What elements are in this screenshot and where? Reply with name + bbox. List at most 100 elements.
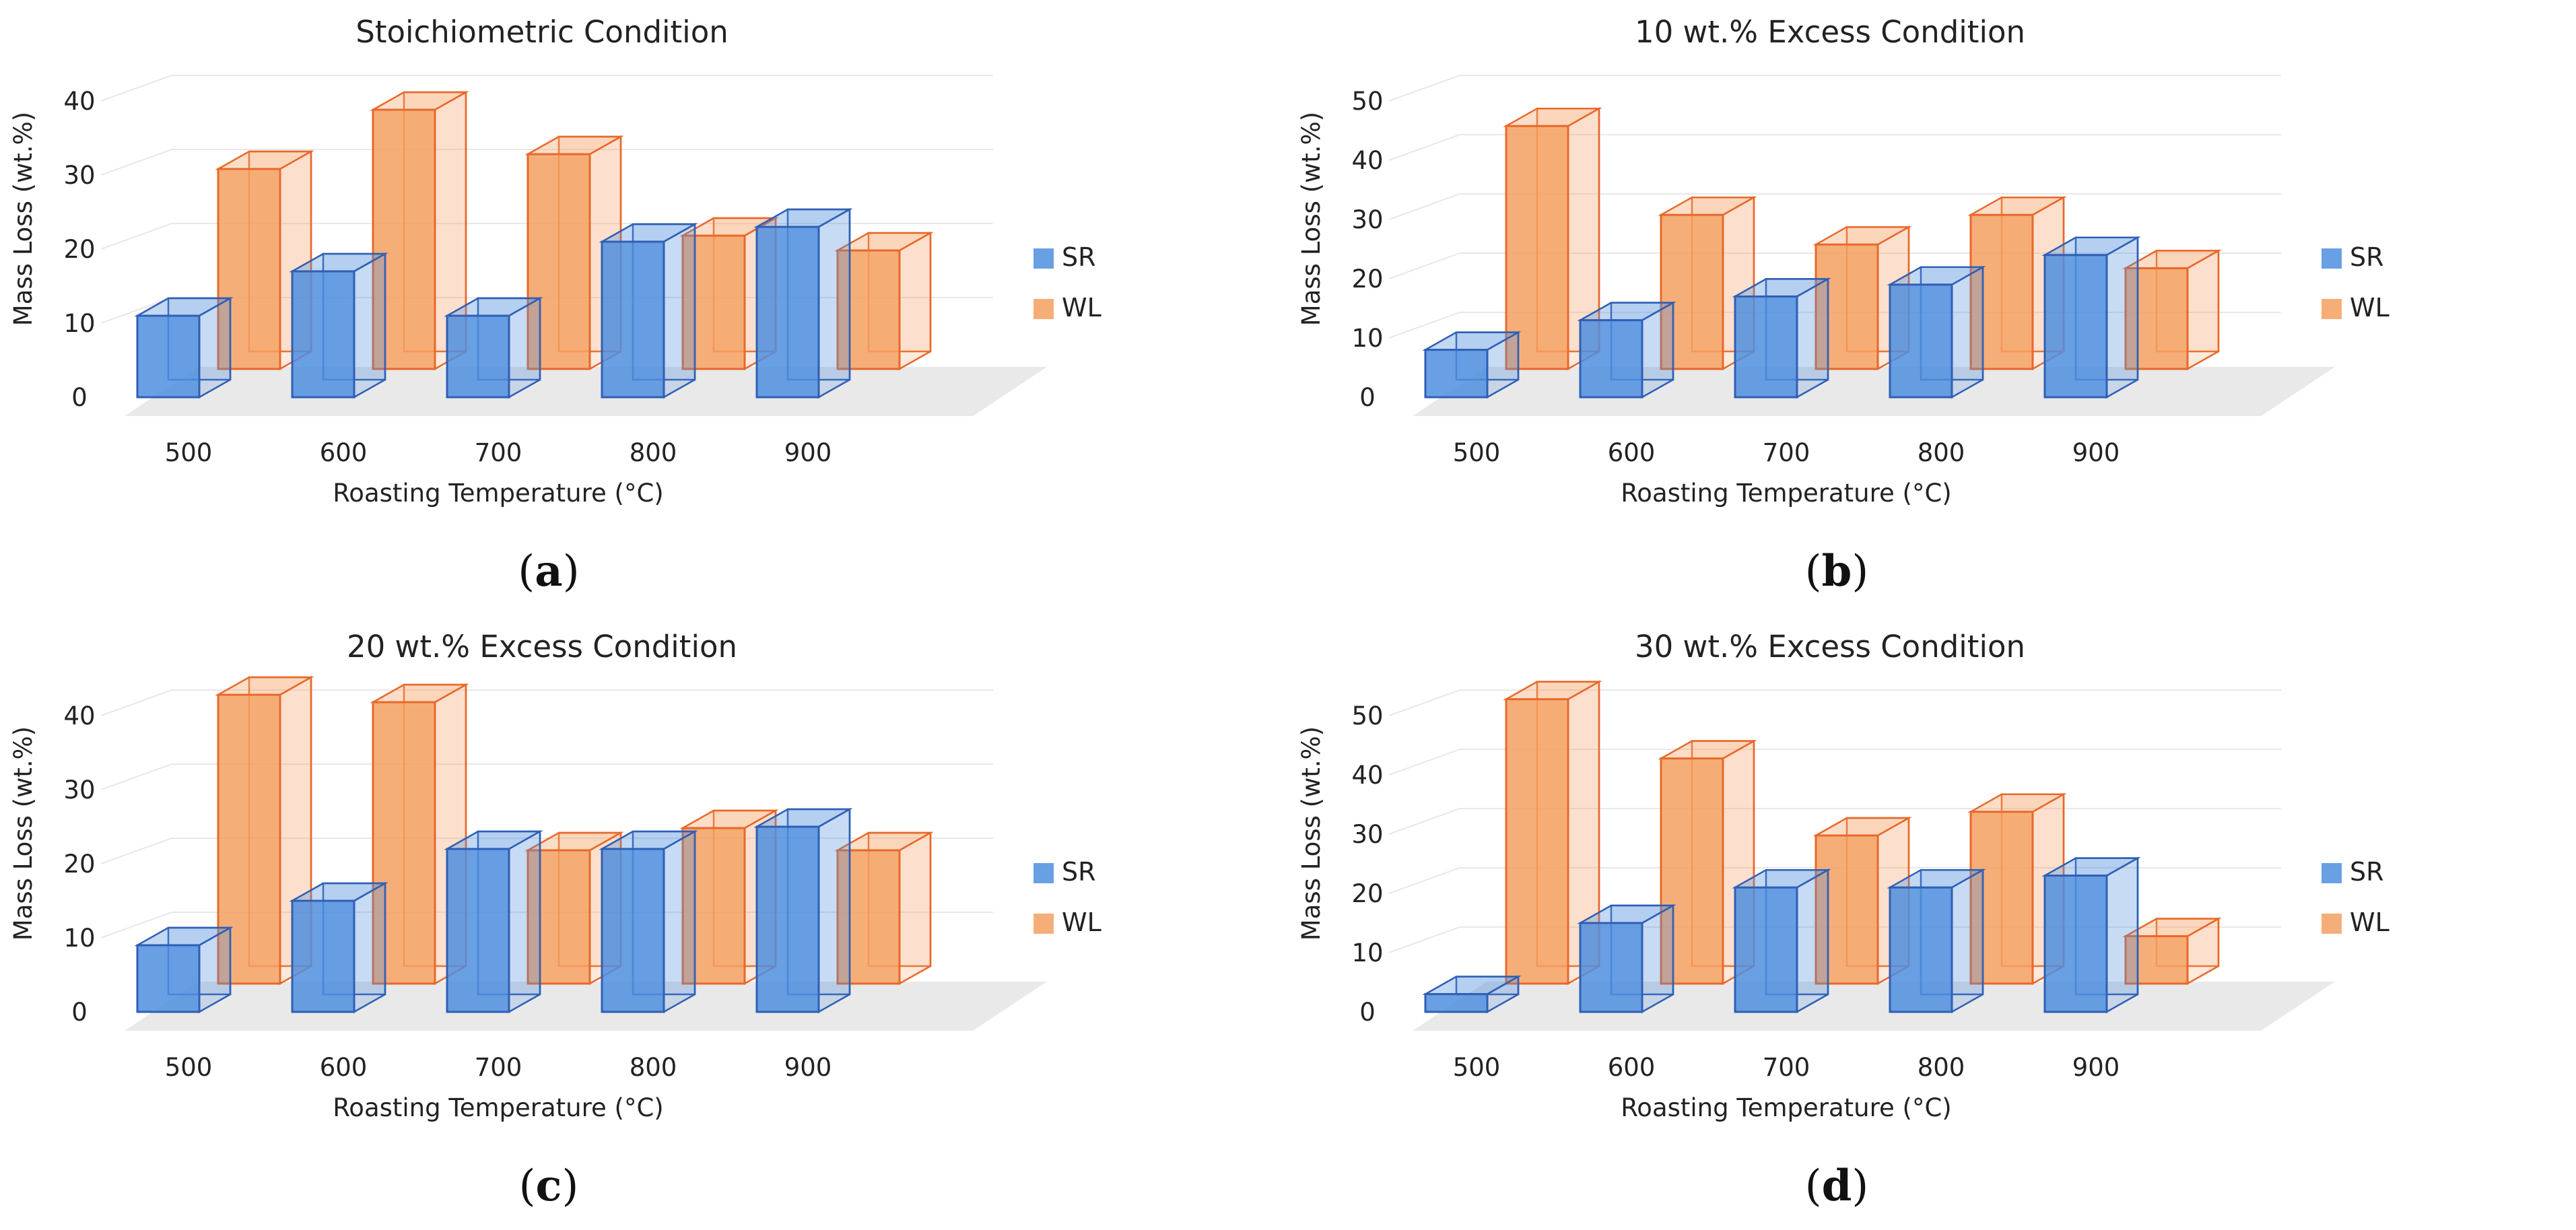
x-tick-label: 900 (784, 438, 832, 467)
bar-wl-700 (527, 153, 591, 370)
bar-sr-600 (291, 270, 355, 399)
x-tick-label: 900 (2072, 1053, 2120, 1082)
bar-group-sr (444, 829, 543, 1014)
gridline (1388, 689, 2281, 716)
y-tick-label: 0 (1359, 998, 1376, 1027)
legend-label-sr: SR (2350, 857, 2384, 887)
chart-title: 10 wt.% Excess Condition (1635, 14, 2025, 50)
x-tick-label: 700 (1763, 438, 1810, 467)
bar-group-sr (753, 807, 853, 1014)
chart-floor (1413, 367, 2335, 416)
x-tick-label: 500 (1453, 1053, 1501, 1082)
bar-group-sr (1887, 265, 1986, 399)
y-tick-label: 30 (63, 776, 95, 805)
y-tick-label: 20 (63, 850, 95, 879)
bar-wl-600 (372, 108, 436, 370)
x-axis-label: Roasting Temperature (°C) (1621, 479, 1951, 508)
legend-label-wl: WL (2350, 908, 2389, 937)
y-axis-label: Mass Loss (wt.%) (9, 726, 38, 941)
bar-group-sr (1577, 903, 1676, 1014)
y-tick-label: 20 (63, 235, 95, 264)
bar-group-sr (289, 881, 388, 1014)
chart-title: 20 wt.% Excess Condition (347, 629, 737, 664)
bar-wl-800 (681, 234, 746, 370)
bar-sr-700 (1734, 886, 1798, 1013)
legend-label-sr: SR (1062, 242, 1096, 272)
bar-sr-800 (601, 240, 665, 399)
bar-sr-600 (1579, 319, 1643, 399)
chart-c-svg: 20 wt.% Excess Condition 0 10 20 30 40 Mass Lo… (9, 629, 1101, 1211)
bar-wl-700 (527, 849, 591, 985)
bar-group-wl (1658, 196, 1757, 371)
chart-floor (125, 982, 1047, 1031)
gridline (1388, 749, 2281, 776)
y-tick-label: 0 (71, 998, 88, 1027)
bar-wl-700 (1815, 243, 1879, 370)
y-axis-label: Mass Loss (wt.%) (1297, 112, 1326, 326)
x-tick-label: 900 (784, 1053, 832, 1082)
x-tick-label: 500 (1453, 438, 1501, 467)
y-tick-label: 40 (1351, 761, 1383, 790)
y-tick-label: 0 (71, 383, 88, 412)
gridline (100, 689, 993, 716)
bar-group-wl (2122, 917, 2222, 986)
y-tick-label: 50 (1351, 702, 1383, 730)
x-axis-label: Roasting Temperature (°C) (333, 479, 663, 508)
bar-sr-700 (446, 848, 510, 1013)
x-tick-label: 600 (320, 1053, 368, 1082)
x-tick-label: 800 (630, 1053, 677, 1082)
chart-floor (1413, 982, 2335, 1031)
bar-wl-600 (1660, 757, 1724, 985)
chart-panel-d: 30 wt.% Excess Condition 0 10 20 30 40 50 Mass … (1288, 615, 2576, 1229)
bar-group-sr (753, 207, 853, 399)
chart-floor (125, 367, 1047, 416)
y-axis-label: Mass Loss (wt.%) (9, 112, 38, 326)
bar-group-sr (289, 252, 388, 399)
bar-wl-900 (2124, 267, 2189, 370)
y-tick-label: 20 (1351, 879, 1383, 908)
legend-label-sr: SR (2350, 242, 2384, 272)
gridline (100, 75, 993, 102)
y-tick-label: 50 (1351, 87, 1383, 116)
bar-group-sr (1887, 868, 1986, 1014)
x-tick-label: 800 (630, 438, 677, 467)
legend-swatch-wl (1033, 299, 1054, 319)
x-tick-label: 600 (320, 438, 368, 467)
y-tick-label: 40 (63, 87, 95, 116)
bar-group-sr (1422, 975, 1522, 1014)
y-tick-label: 10 (63, 924, 95, 953)
bar-group-wl (215, 675, 314, 986)
bar-group-wl (1503, 107, 1602, 371)
bar-group-sr (444, 296, 543, 399)
bar-group-sr (1732, 868, 1831, 1014)
legend-swatch-sr (2321, 863, 2342, 883)
y-tick-label: 20 (1351, 265, 1383, 294)
y-axis-label: Mass Loss (wt.%) (1297, 726, 1326, 941)
gridline (1388, 134, 2281, 161)
bar-sr-900 (755, 226, 820, 399)
bar-group-sr (1732, 277, 1831, 399)
bar-wl-700 (1815, 834, 1879, 985)
bar-sr-900 (755, 825, 820, 1013)
bar-sr-600 (1579, 922, 1643, 1013)
x-tick-label: 800 (1918, 438, 1965, 467)
bar-group-sr (2041, 856, 2141, 1014)
x-tick-label: 600 (1608, 438, 1656, 467)
bar-wl-800 (681, 827, 746, 985)
x-tick-label: 600 (1608, 1053, 1656, 1082)
chart-panel-b: 10 wt.% Excess Condition 0 10 20 30 40 50 Mass … (1288, 0, 2576, 615)
gridline (1388, 193, 2281, 220)
x-tick-label: 700 (475, 1053, 522, 1082)
bar-wl-800 (1969, 213, 2034, 370)
legend: SR WL (1033, 857, 1101, 937)
bar-sr-500 (136, 944, 201, 1013)
bar-sr-600 (291, 899, 355, 1013)
bar-wl-500 (217, 168, 281, 370)
chart-panel-c: 20 wt.% Excess Condition 0 10 20 30 40 Mass Lo… (0, 615, 1288, 1229)
bar-group-sr (2041, 236, 2141, 399)
y-tick-label: 30 (1351, 820, 1383, 849)
x-tick-label: 700 (475, 438, 522, 467)
legend-swatch-wl (2321, 914, 2342, 934)
chart-b-svg: 10 wt.% Excess Condition 0 10 20 30 40 50 Mass … (1297, 14, 2389, 596)
legend: SR WL (2321, 242, 2389, 322)
